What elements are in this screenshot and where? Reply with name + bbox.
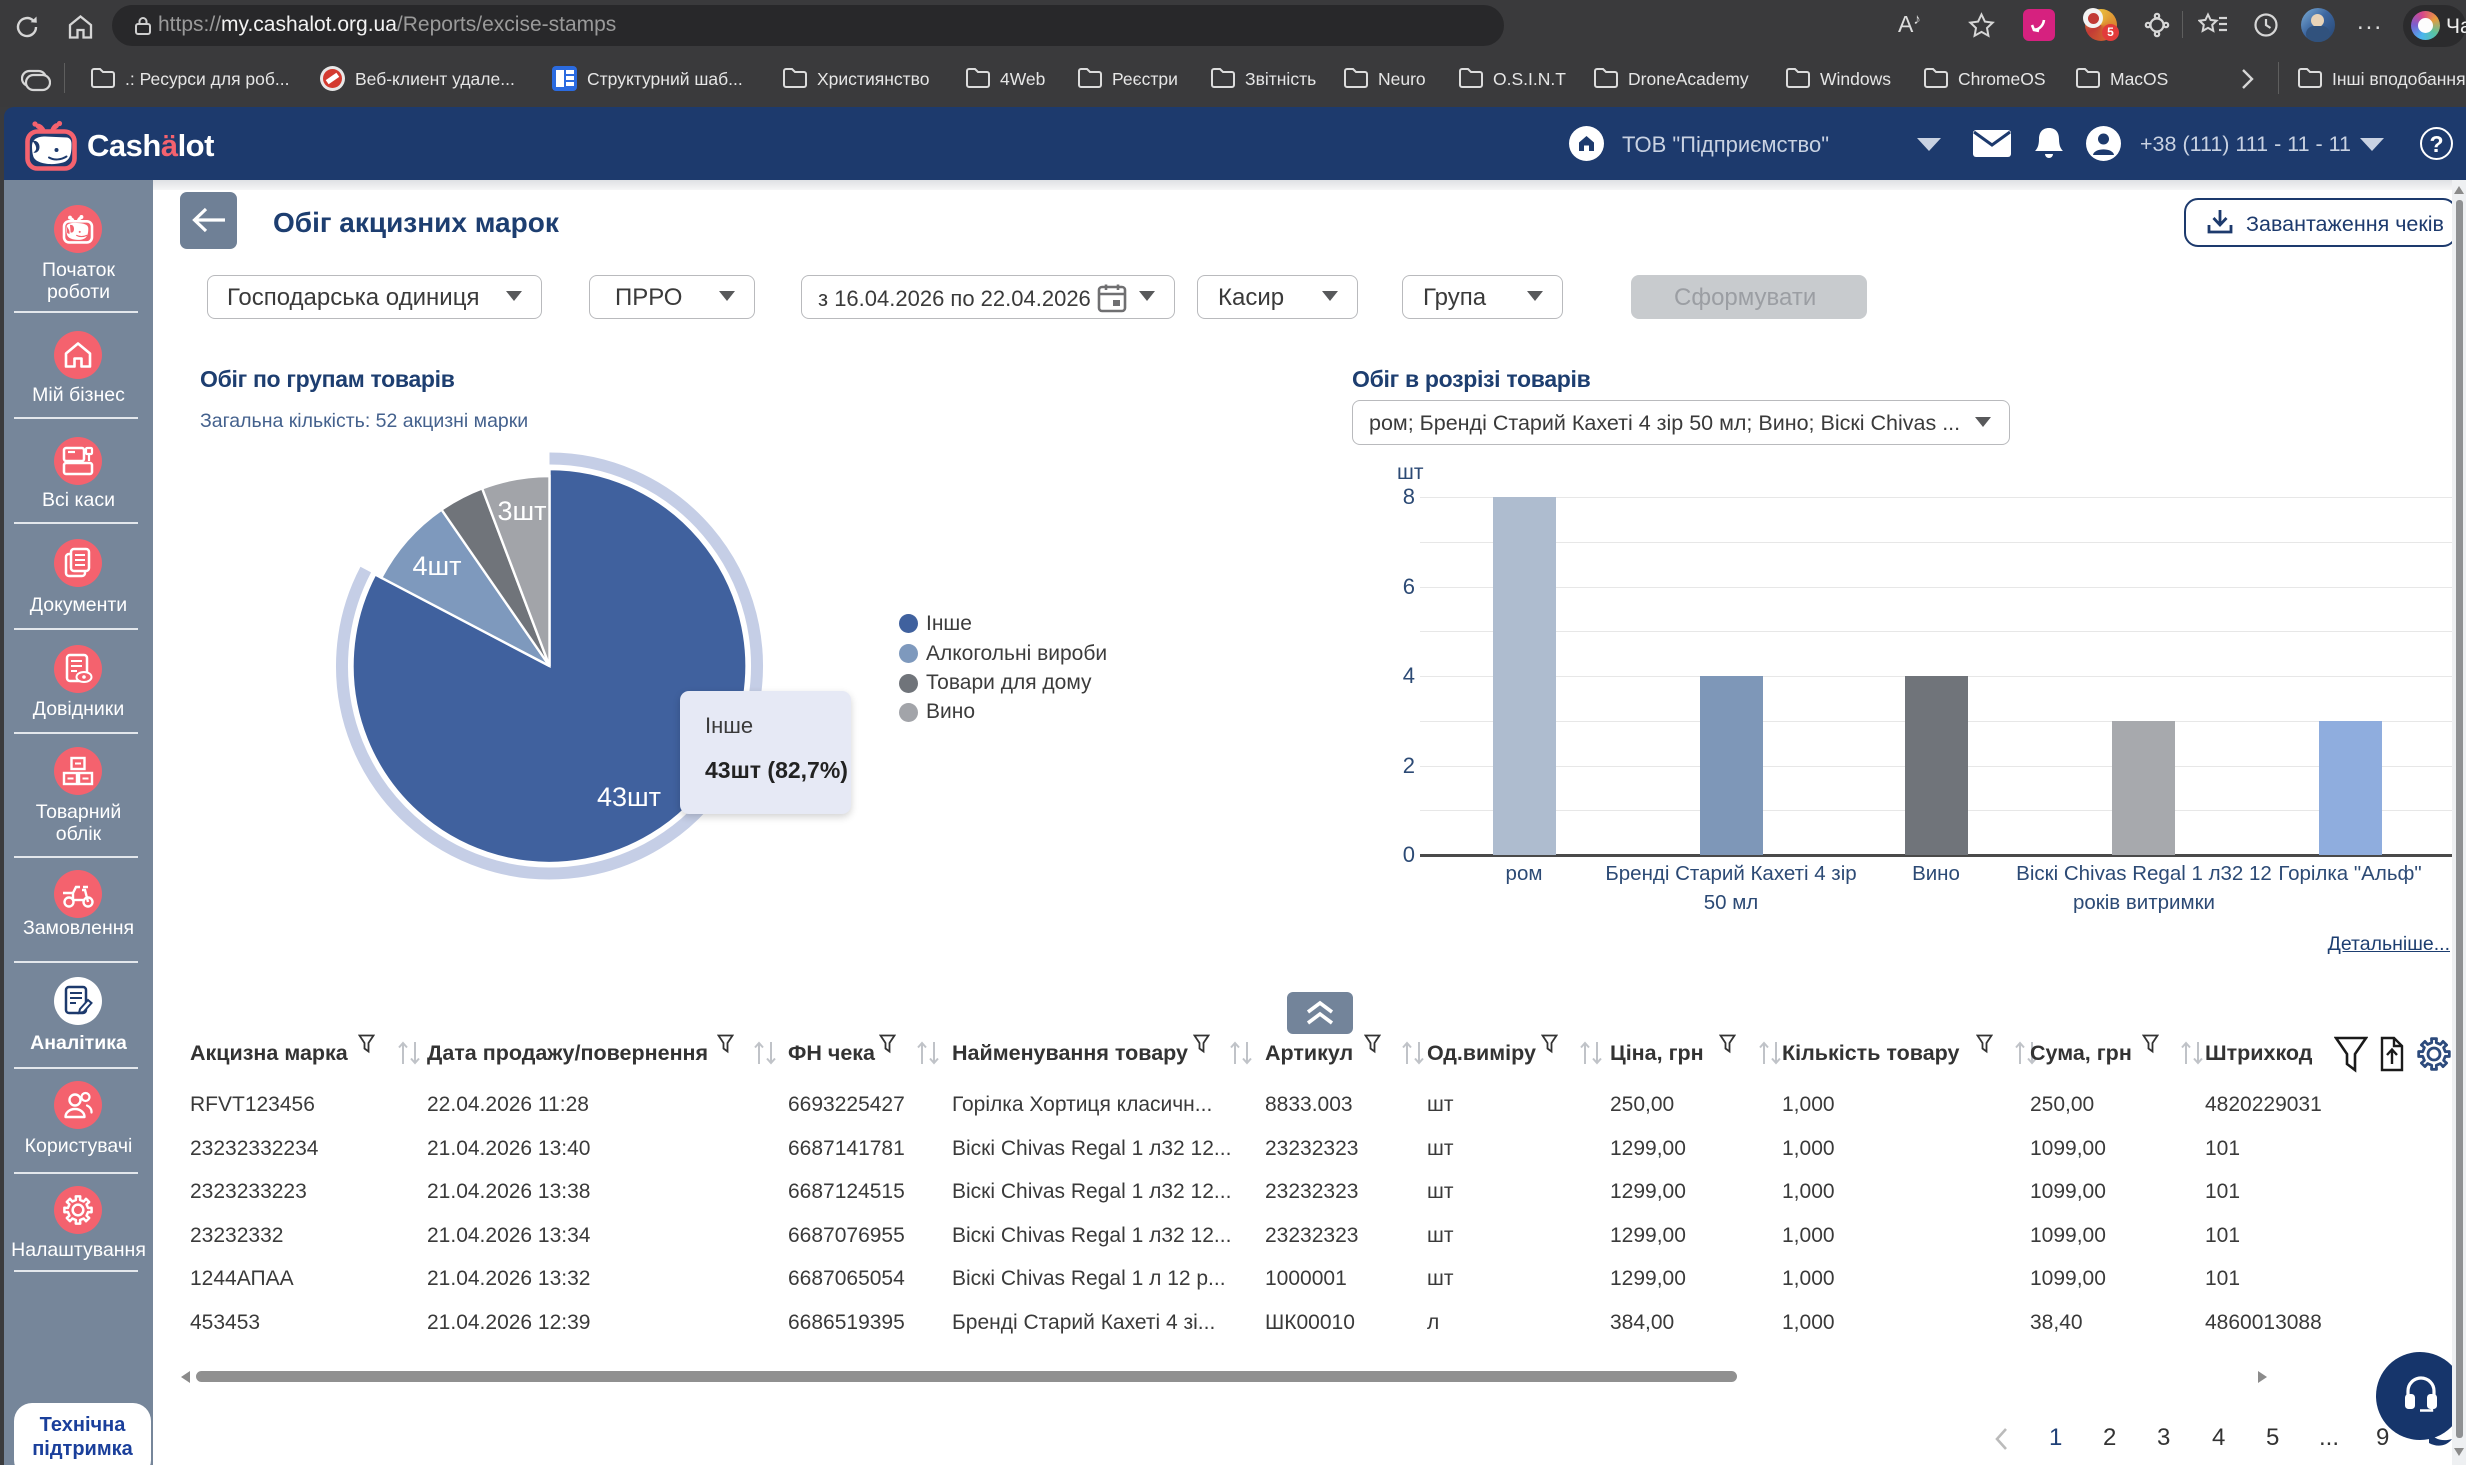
svg-text:43шт: 43шт	[597, 782, 661, 812]
svg-text:4шт: 4шт	[412, 551, 461, 581]
svg-text:3шт: 3шт	[497, 496, 546, 526]
